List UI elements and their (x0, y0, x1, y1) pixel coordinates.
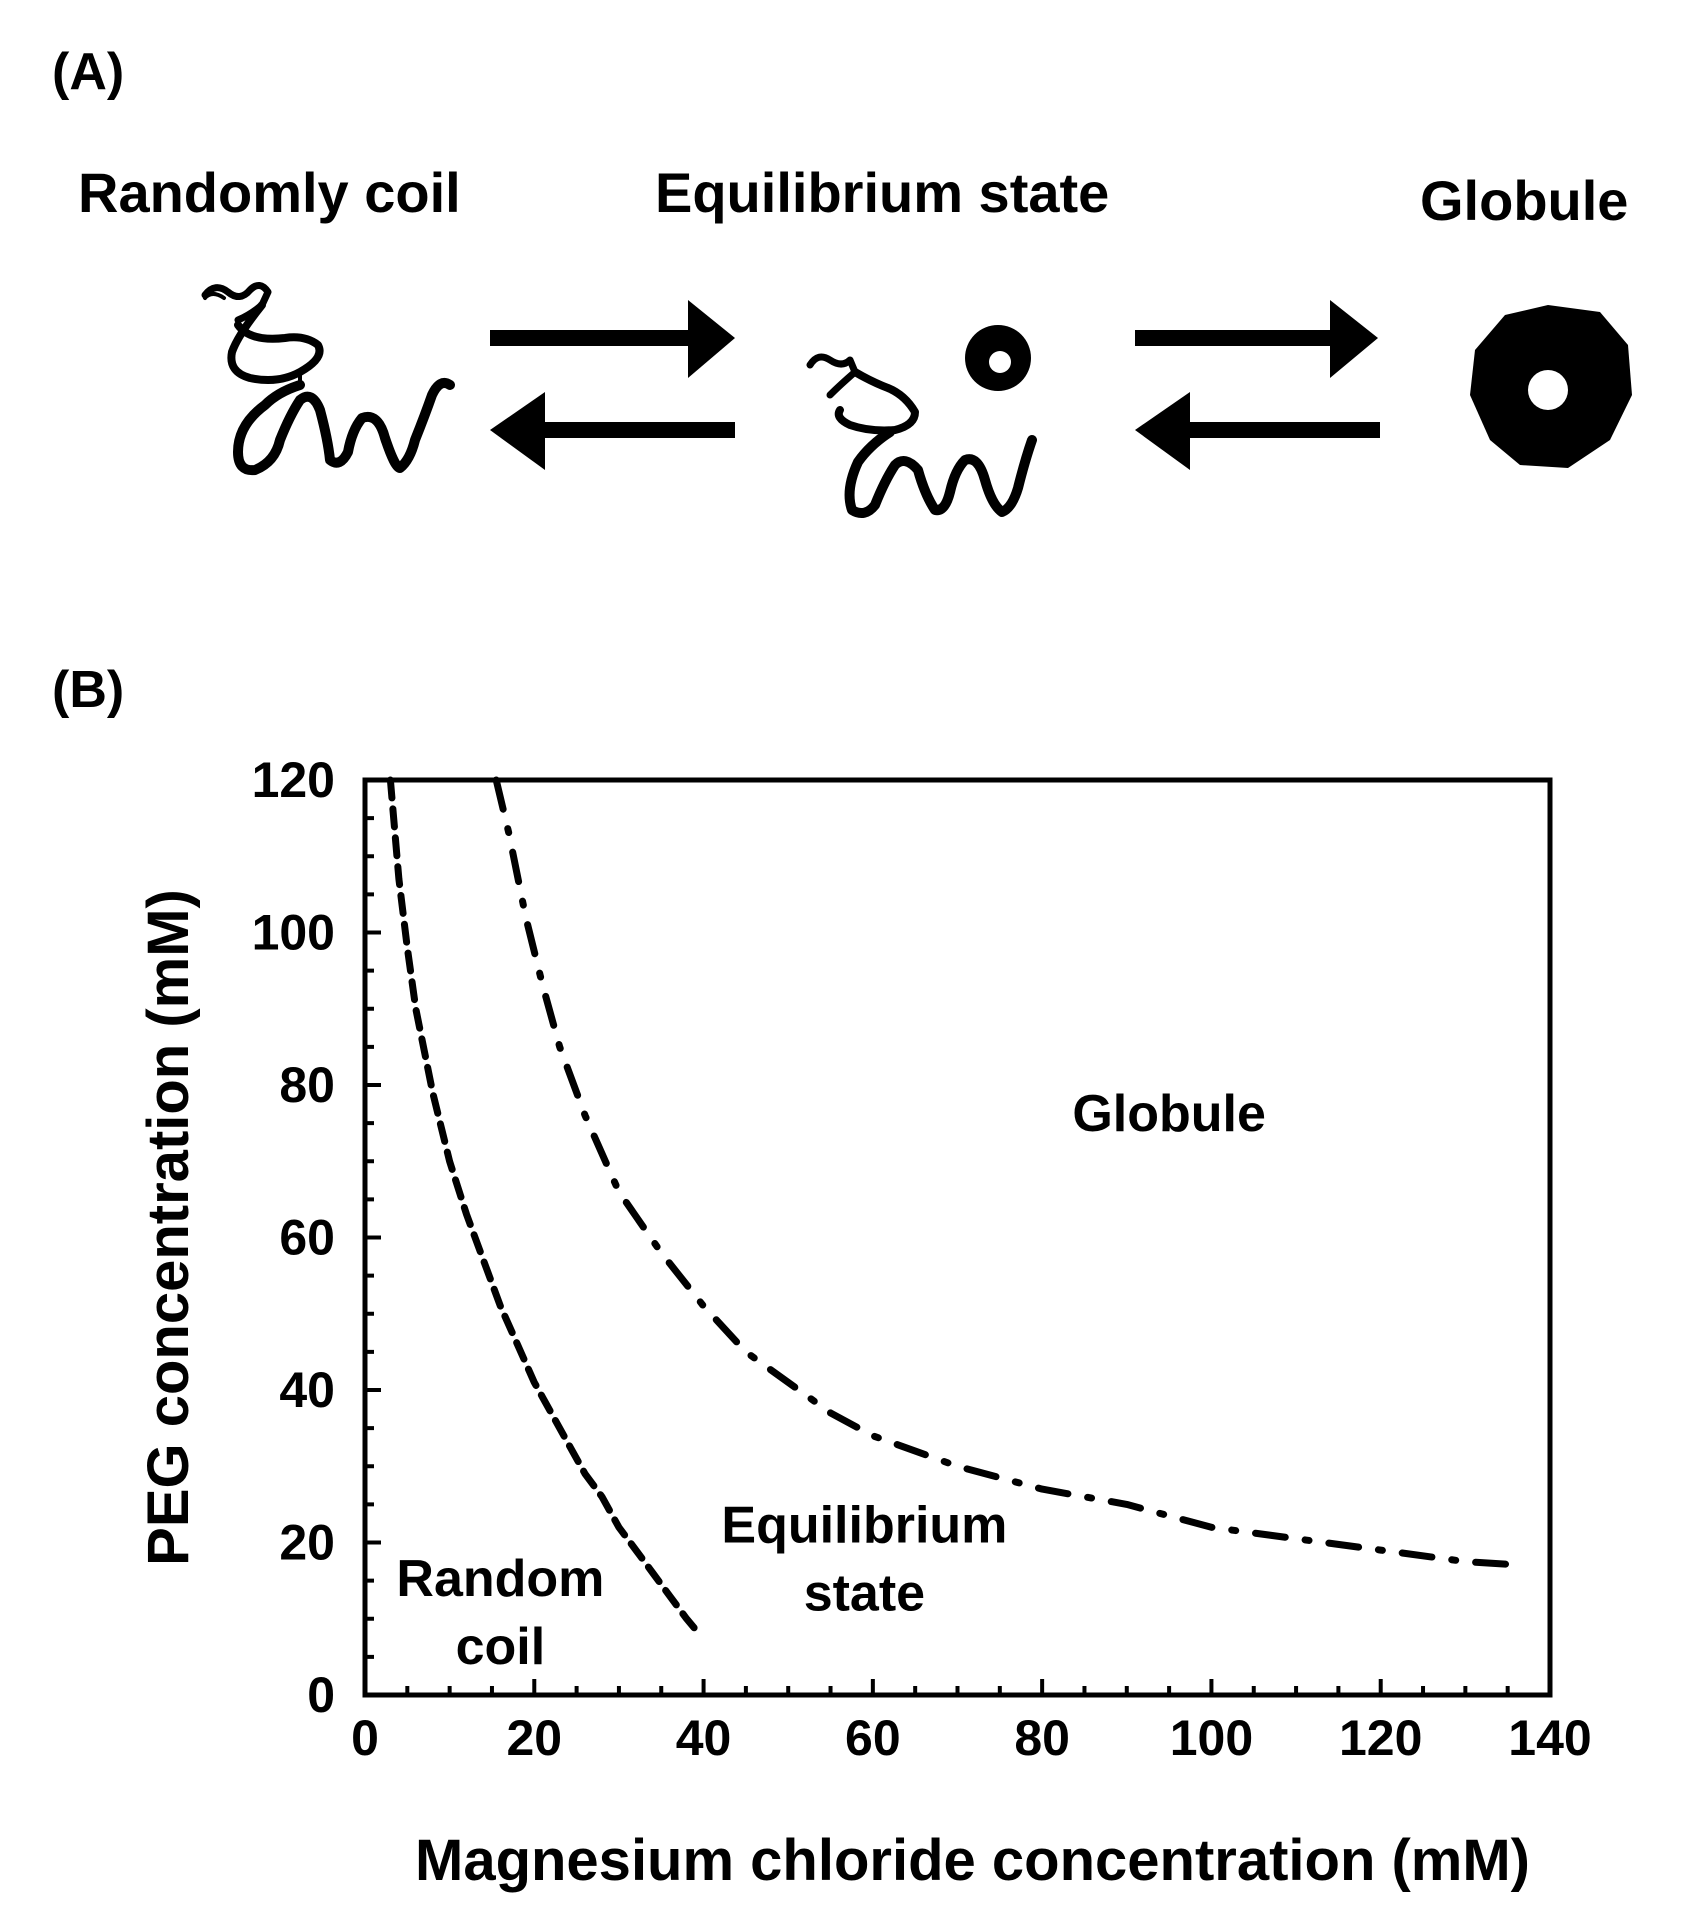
schematic-diagram (201, 282, 1632, 519)
annotation-line: state (804, 1565, 925, 1623)
region-annotation: Random coil (396, 1550, 604, 1676)
x-tick-label: 60 (845, 1710, 901, 1766)
y-tick-label: 20 (279, 1515, 335, 1571)
chart-labels: 0 20 40 60 80 100 120 140 0 20 40 60 80 100 120 Magnesi… (136, 752, 1592, 1893)
panel-b-label: (B) (52, 661, 125, 719)
y-tick-label: 120 (252, 752, 335, 808)
y-tick-label: 80 (279, 1057, 335, 1113)
chart-series (386, 776, 1529, 1638)
x-tick-label: 40 (676, 1710, 732, 1766)
annotation-line: Random (396, 1550, 604, 1608)
dash-dot-boundary-line (492, 776, 1529, 1569)
globule-title: Globule (1420, 169, 1629, 232)
equilibrium-globule-hole (989, 351, 1011, 373)
annotation-line: coil (456, 1618, 546, 1676)
equilibrium-icon (806, 325, 1037, 519)
equilibrium-state-title: Equilibrium state (655, 161, 1110, 224)
x-tick-label: 100 (1170, 1710, 1253, 1766)
x-tick-label: 0 (351, 1710, 379, 1766)
y-tick-label: 40 (279, 1362, 335, 1418)
forward-arrow (490, 300, 735, 378)
dashed-boundary-line (386, 776, 703, 1638)
panel-a-label: (A) (52, 43, 125, 101)
random-coil-icon (201, 282, 455, 476)
y-axis-label: PEG concentration (mM) (136, 889, 201, 1566)
x-tick-label: 140 (1508, 1710, 1591, 1766)
annotation-line: Equilibrium (721, 1497, 1007, 1555)
x-tick-label: 80 (1014, 1710, 1070, 1766)
x-tick-label: 20 (506, 1710, 562, 1766)
y-tick-label: 60 (279, 1210, 335, 1266)
globule-icon (1470, 305, 1632, 468)
reverse-arrow (1135, 392, 1380, 470)
forward-arrow (1135, 300, 1378, 378)
region-annotation: Globule (1072, 1085, 1266, 1143)
annotation-line: Globule (1072, 1085, 1266, 1143)
axis-ticks (363, 778, 1552, 1697)
x-tick-label: 120 (1339, 1710, 1422, 1766)
reverse-arrow (490, 392, 735, 470)
y-tick-label: 100 (252, 905, 335, 961)
x-axis-label: Magnesium chloride concentration (mM) (415, 1828, 1530, 1893)
random-coil-title: Randomly coil (78, 161, 461, 224)
y-tick-label: 0 (307, 1667, 335, 1723)
region-annotation: Equilibrium state (721, 1497, 1007, 1623)
